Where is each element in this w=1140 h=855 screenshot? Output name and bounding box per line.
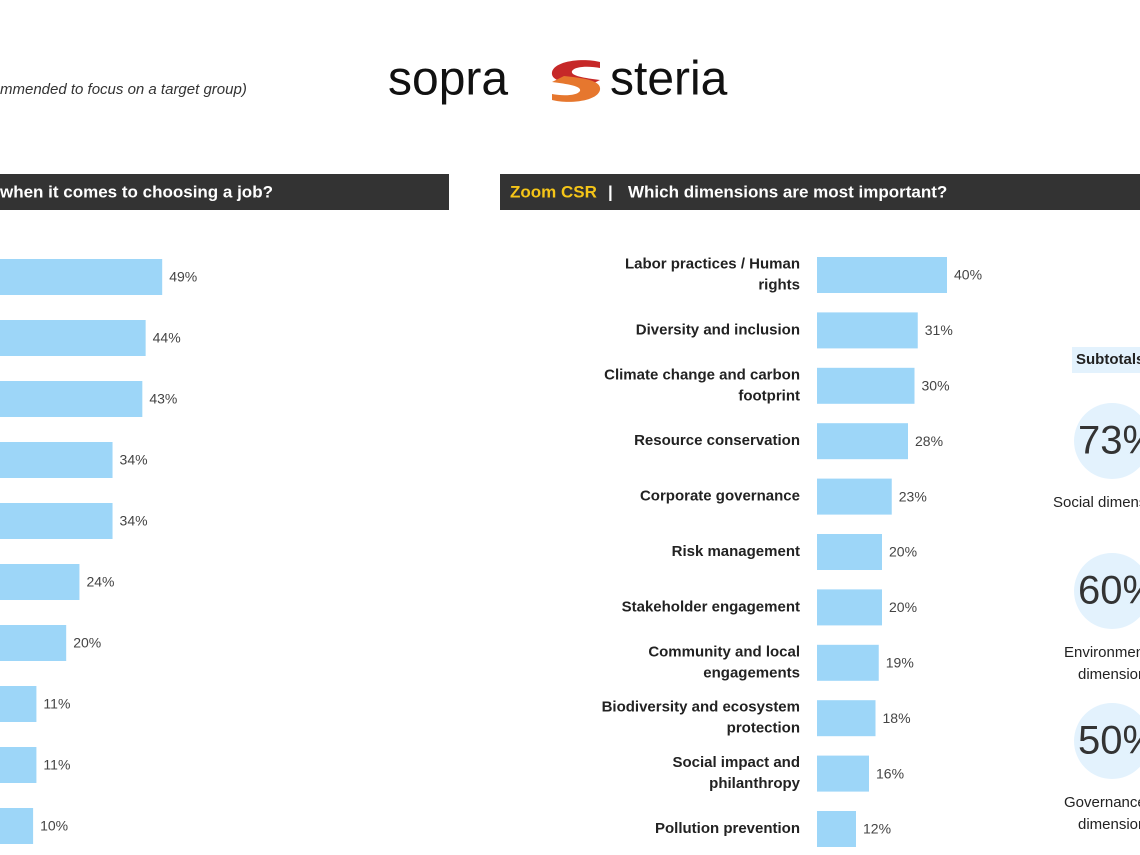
category-label: Social impact and philanthropy [672,754,800,792]
category-label: Climate change and carbon footprint [604,366,800,404]
title-band [0,174,449,210]
bar [817,423,908,460]
value-label: 18% [883,710,911,726]
category-label: Pollution prevention [655,820,800,837]
bar [0,686,37,722]
chart-title-prefix: Zoom CSR [510,182,597,201]
bar [817,312,918,349]
value-label: 31% [925,322,953,338]
subtotal-caption: Governance [1064,794,1140,811]
category-line: engagements [703,664,800,681]
subtotal-caption: Environmental [1064,644,1140,661]
value-label: 28% [915,433,943,449]
value-label: 40% [954,267,982,283]
bar [817,589,882,626]
category-line: Social impact and [672,754,800,771]
category-label: Stakeholder engagement [622,598,800,615]
value-label: 11% [43,757,70,773]
category-label: Risk management [672,543,800,560]
bar [0,625,67,661]
value-label: 11% [43,696,70,712]
subtotal-circle [1074,553,1140,629]
bar [0,564,80,600]
bar [817,811,856,847]
category-label: Diversity and inclusion [636,321,800,338]
category-label: Biodiversity and ecosystem protection [602,699,800,737]
bar [0,442,113,478]
bar [0,503,113,539]
category-line: philanthropy [709,775,800,792]
bar [0,259,163,295]
value-label: 43% [149,391,177,407]
bar [0,808,34,844]
subtotal-caption: Social dimension [1053,494,1140,511]
value-label: 49% [169,269,197,285]
logo-word: steria [610,53,728,106]
logo-icon [552,76,601,102]
category-line: Climate change and carbon [604,366,800,383]
subtotal-caption: dimension [1078,666,1140,683]
subtotal-caption: dimension [1078,816,1140,833]
value-label: 20% [889,544,917,560]
chart-title: Which dimensions are most important? [628,182,947,201]
logo-word: sopra [388,53,508,106]
subtotal-value: 60% [1078,569,1140,613]
bar [817,700,876,737]
category-line: Labor practices / Human [625,255,800,272]
value-label: 19% [886,655,914,671]
bar [0,747,37,783]
bar [817,755,869,792]
subtotal-circle [1074,403,1140,479]
category-label: Resource conservation [634,432,800,449]
bar [0,320,146,356]
bar [817,367,915,404]
subtotal-circle [1074,703,1140,779]
category-label: Corporate governance [640,488,800,505]
value-label: 24% [86,574,114,590]
title-band [500,174,1140,210]
subtotals-title: Subtotals [1076,351,1140,368]
bar [817,644,879,681]
value-label: 16% [876,765,904,781]
note: mmended to focus on a target group) [0,81,247,98]
category-line: Biodiversity and ecosystem [602,699,800,716]
bar [817,534,882,570]
category-line: rights [758,276,800,293]
category-label: Community and local engagements [648,643,800,681]
subtotal-value: 73% [1078,419,1140,463]
value-label: 20% [889,599,917,615]
bar [817,478,892,515]
value-label: 30% [922,378,950,394]
category-line: footprint [738,387,800,404]
bar [0,381,143,417]
subtotal-value: 50% [1078,719,1140,763]
logo: sopra steria [388,53,728,106]
bar [817,257,947,293]
chart-title: when it comes to choosing a job? [0,182,273,201]
title-separator: | [608,182,613,201]
value-label: 20% [73,635,101,651]
value-label: 23% [899,488,927,504]
value-label: 44% [153,330,181,346]
category-line: protection [727,720,800,737]
value-label: 34% [120,452,148,468]
value-label: 10% [40,818,68,834]
value-label: 12% [863,821,891,837]
subtotals-box [1072,347,1140,373]
value-label: 34% [120,513,148,529]
category-label: Labor practices / Human rights [625,255,800,293]
category-line: Community and local [648,643,800,660]
